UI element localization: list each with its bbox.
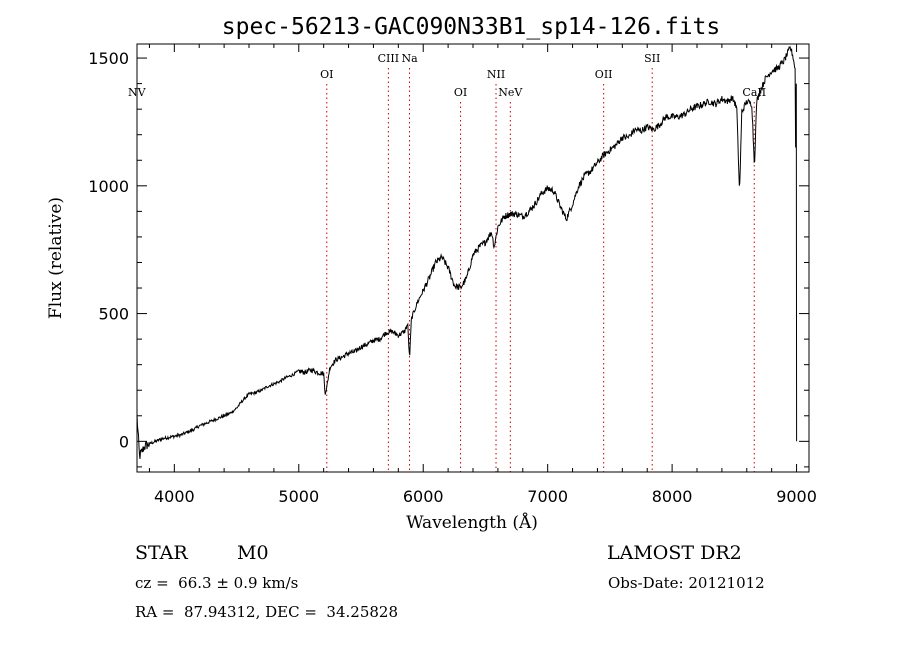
spectral-line-label: NII	[487, 68, 505, 81]
x-tick-label: 7000	[527, 487, 568, 506]
spectral-line-label: CIII	[378, 52, 399, 65]
spectral-line-label: Na	[401, 52, 418, 65]
spectral-line-label: OII	[595, 68, 613, 81]
y-tick-label: 1000	[88, 177, 129, 196]
y-tick-label: 0	[119, 432, 129, 451]
y-axis-label: Flux (relative)	[46, 197, 66, 319]
coordinates-readout: RA = 87.94312, DEC = 34.25828	[135, 603, 399, 621]
spectral-line-label: OI	[320, 68, 333, 81]
object-subclass: M0	[237, 542, 269, 564]
y-axis: 0 500 1000 1500	[88, 49, 809, 468]
chart-title: spec-56213-GAC090N33B1_sp14-126.fits	[222, 14, 721, 40]
survey-name: LAMOST DR2	[607, 542, 742, 564]
plot-frame	[136, 43, 810, 473]
object-class: STAR	[135, 542, 188, 564]
x-tick-label: 9000	[776, 487, 817, 506]
spectral-line-label: NeV	[498, 86, 523, 99]
x-axis: 4000 5000 6000 7000 8000 9000	[148, 44, 817, 506]
spectral-line-label: OI	[454, 86, 467, 99]
y-tick-label: 500	[98, 305, 129, 324]
obs-date: Obs-Date: 20121012	[608, 574, 765, 592]
spectrum-series-line	[136, 45, 798, 460]
redshift-readout: cz = 66.3 ± 0.9 km/s	[135, 574, 299, 592]
spectral-line-label: SII	[644, 52, 660, 65]
spectrum-line-layer	[136, 45, 798, 460]
y-tick-label: 1500	[88, 49, 129, 68]
x-axis-label: Wavelength (Å)	[406, 512, 538, 533]
x-tick-label: 8000	[652, 487, 693, 506]
x-tick-label: 6000	[403, 487, 444, 506]
x-tick-label: 4000	[154, 487, 195, 506]
x-tick-label: 5000	[278, 487, 319, 506]
